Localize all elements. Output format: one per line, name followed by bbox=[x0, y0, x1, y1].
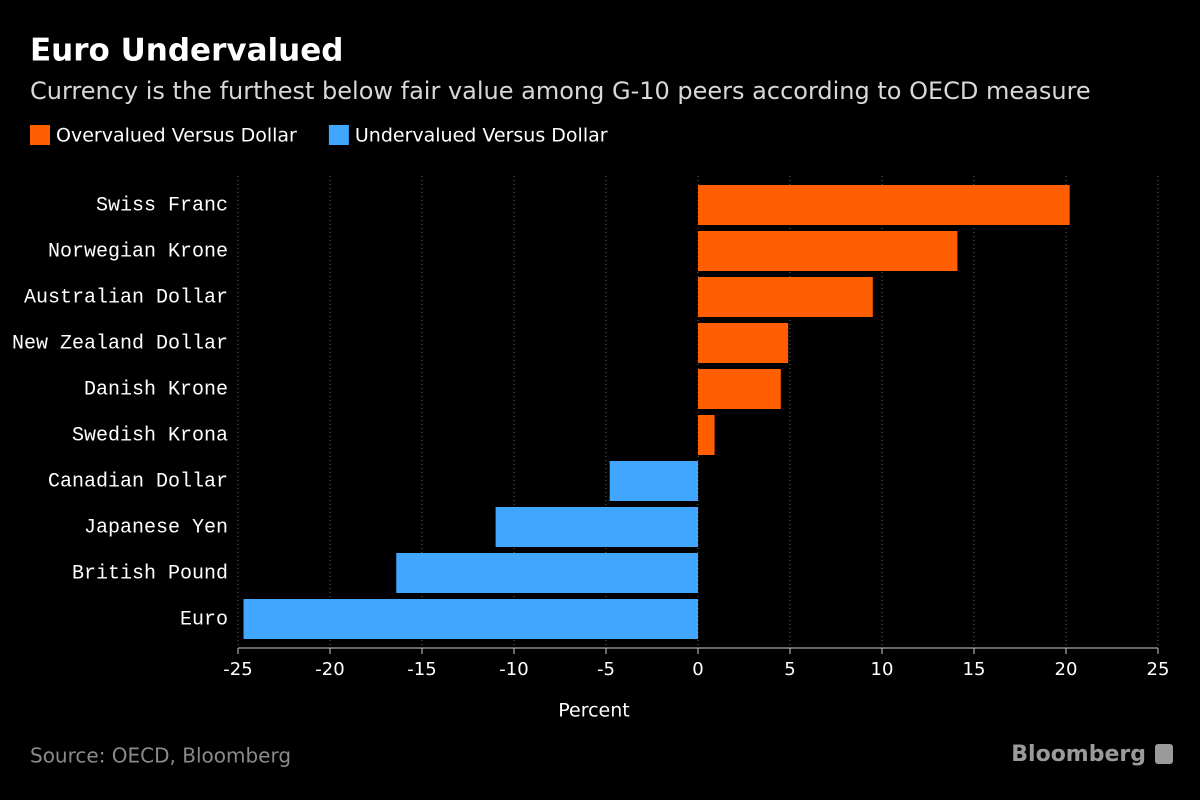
y-tick-label: Australian Dollar bbox=[24, 286, 228, 309]
y-tick-label: Swiss Franc bbox=[96, 194, 228, 217]
bar bbox=[698, 277, 873, 317]
x-tick-label: 0 bbox=[692, 659, 703, 680]
y-tick-label: Swedish Krona bbox=[72, 424, 228, 447]
x-tick-label: -20 bbox=[315, 659, 344, 680]
source: Source: OECD, Bloomberg bbox=[30, 744, 291, 768]
y-tick-label: Canadian Dollar bbox=[48, 470, 228, 493]
legend-swatch bbox=[30, 125, 50, 145]
y-tick-label: New Zealand Dollar bbox=[12, 332, 228, 355]
x-axis-label: Percent bbox=[558, 700, 630, 722]
brand-icon bbox=[1155, 744, 1173, 764]
legend-swatch bbox=[328, 125, 349, 145]
x-tick-label: 10 bbox=[871, 659, 894, 680]
y-tick-label: Norwegian Krone bbox=[48, 240, 228, 263]
x-tick-label: -5 bbox=[597, 659, 615, 680]
bar bbox=[698, 323, 789, 363]
x-tick-label: -15 bbox=[407, 659, 436, 680]
bar bbox=[698, 415, 715, 455]
chart-title: Euro Undervalued bbox=[30, 33, 343, 69]
bar bbox=[396, 553, 698, 593]
bar bbox=[495, 507, 698, 547]
bar bbox=[698, 231, 958, 271]
bar bbox=[243, 599, 698, 639]
bar bbox=[698, 185, 1070, 225]
y-tick-label: Japanese Yen bbox=[84, 516, 228, 539]
y-tick-label: Euro bbox=[180, 608, 228, 631]
x-tick-label: 5 bbox=[784, 659, 795, 680]
legend-label: Overvalued Versus Dollar bbox=[56, 125, 297, 147]
x-tick-label: -25 bbox=[223, 659, 252, 680]
bar bbox=[609, 461, 698, 501]
y-tick-label: British Pound bbox=[72, 562, 228, 585]
legend-label: Undervalued Versus Dollar bbox=[355, 125, 608, 147]
x-tick-label: -10 bbox=[499, 659, 528, 680]
brand: Bloomberg bbox=[1011, 742, 1146, 767]
x-tick-label: 20 bbox=[1055, 659, 1078, 680]
chart-subtitle: Currency is the furthest below fair valu… bbox=[30, 77, 1091, 105]
bar bbox=[698, 369, 781, 409]
x-tick-label: 15 bbox=[963, 659, 986, 680]
x-tick-label: 25 bbox=[1147, 659, 1170, 680]
y-tick-label: Danish Krone bbox=[84, 378, 228, 401]
